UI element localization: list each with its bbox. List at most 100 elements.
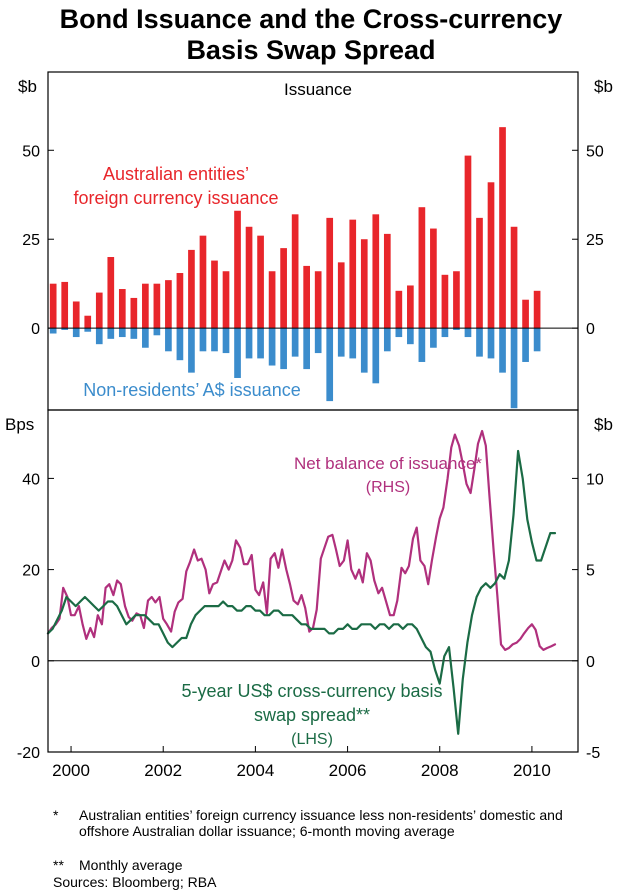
top-right-tick-label: 0	[586, 321, 595, 338]
bottom-left-tick-label: 0	[31, 654, 40, 671]
sources-note: Sources: Bloomberg; RBA	[53, 874, 217, 890]
foreign-issuance-bar	[234, 210, 241, 329]
nonresident-issuance-bar	[188, 328, 195, 373]
nonresident-issuance-bar	[360, 328, 368, 373]
bottom-left-tick-label: -20	[17, 745, 40, 762]
foreign-issuance-bar	[280, 248, 287, 329]
issuance-bars-group: 0 0 25 25 50 50 $b $b Issuance Australian entitie…	[18, 77, 613, 409]
nonresident-issuance-bar	[49, 328, 57, 334]
footnote-1-text: Australian entities’ foreign currency is…	[79, 807, 563, 839]
nonresident-issuance-bar	[61, 328, 69, 330]
foreign-issuance-bar	[49, 283, 57, 329]
nonresident-issuance-bar	[234, 328, 241, 378]
nonresident-issuance-bar	[533, 328, 541, 352]
foreign-issuance-bar	[360, 239, 368, 329]
foreign-issuance-bar	[407, 285, 414, 329]
foreign-issuance-bar	[533, 290, 541, 329]
top-left-tick-label: 0	[31, 321, 40, 338]
x-tick-label: 2008	[421, 761, 459, 780]
foreign-issuance-bar	[95, 292, 103, 329]
foreign-issuance-bar	[211, 260, 218, 329]
net-balance-label-line2: (RHS)	[366, 479, 410, 496]
foreign-issuance-bar	[130, 297, 138, 329]
nonresident-issuance-bar	[499, 328, 506, 373]
chart-title-line2: Basis Swap Spread	[186, 35, 436, 65]
top-panel-frame	[47, 71, 579, 411]
nonresident-issuance-bar	[211, 328, 218, 352]
bottom-panel-frame	[47, 409, 579, 753]
top-left-unit-label: $b	[18, 77, 37, 96]
nonresident-issuance-bar	[487, 328, 495, 359]
footnote-2-marker: **	[53, 857, 64, 873]
foreign-issuance-label-line2: foreign currency issuance	[73, 188, 278, 208]
x-tick-label: 2006	[329, 761, 367, 780]
nonresident-issuance-bar	[118, 328, 126, 338]
nonresident-issuance-bar	[153, 328, 161, 336]
nonresident-issuance-bar	[430, 328, 437, 348]
bottom-right-tick-label: 0	[586, 654, 595, 671]
issuance-panel-title: Issuance	[284, 80, 352, 99]
bottom-right-unit-label: $b	[594, 415, 613, 434]
footnote-2-text: Monthly average	[79, 857, 183, 873]
foreign-issuance-bar	[72, 301, 80, 329]
nonresident-issuance-bar	[326, 328, 334, 402]
foreign-issuance-bar	[383, 233, 391, 329]
nonresident-issuance-bar	[372, 328, 380, 384]
nonresident-issuance-bar	[291, 328, 299, 357]
nonresident-issuance-bar	[510, 328, 518, 409]
foreign-issuance-bar	[349, 219, 357, 329]
nonresident-issuance-bar	[383, 328, 391, 352]
foreign-issuance-bar	[476, 217, 483, 329]
footnote-1-marker: *	[53, 807, 59, 823]
chart-frames	[47, 71, 579, 753]
nonresident-issuance-bar	[418, 328, 426, 362]
swap-spread-label-line3: (LHS)	[291, 731, 333, 748]
foreign-issuance-bar	[84, 315, 92, 329]
foreign-issuance-bar	[291, 214, 299, 329]
top-left-tick-label: 50	[22, 143, 40, 160]
nonresident-issuance-bar	[107, 328, 115, 339]
x-tick-label: 2002	[144, 761, 182, 780]
foreign-issuance-bar	[499, 127, 506, 329]
nonresident-issuance-bar	[280, 328, 287, 370]
x-tick-label: 2004	[236, 761, 274, 780]
foreign-issuance-bar	[222, 271, 230, 329]
bottom-right-tick-label: 5	[586, 563, 595, 580]
nonresident-issuance-bar	[245, 328, 253, 359]
foreign-issuance-label-line1: Australian entities’	[103, 164, 249, 184]
foreign-issuance-bar	[153, 283, 161, 329]
foreign-issuance-bar	[199, 235, 207, 329]
foreign-issuance-bar	[337, 262, 345, 329]
nonresident-issuance-bar	[314, 328, 322, 354]
nonresident-issuance-bar	[407, 328, 414, 345]
foreign-issuance-bar	[441, 274, 449, 329]
foreign-issuance-bar	[188, 249, 195, 329]
net-balance-label-line1: Net balance of issuance*	[294, 454, 482, 473]
top-right-tick-label: 50	[586, 143, 604, 160]
nonresident-issuance-bar	[257, 328, 264, 359]
foreign-issuance-bar	[464, 155, 472, 329]
nonresident-issuance-bar	[95, 328, 103, 345]
foreign-issuance-bar	[418, 207, 426, 329]
foreign-issuance-bar	[314, 271, 322, 329]
chart-title-line1: Bond Issuance and the Cross-currency	[59, 4, 563, 34]
nonresident-issuance-bar	[199, 328, 207, 352]
nonresident-issuance-bar	[337, 328, 345, 357]
foreign-issuance-bar	[395, 290, 403, 329]
nonresident-issuance-bar	[142, 328, 149, 348]
spread-lines-group: -20 0 20 40 -5 0 5 10 2000 2002 2004 2006 2008 2010 Bp…	[5, 415, 613, 780]
swap-spread-line	[46, 449, 557, 735]
bottom-left-tick-label: 20	[22, 563, 40, 580]
top-right-unit-label: $b	[594, 77, 613, 96]
bottom-left-unit-label: Bps	[5, 415, 34, 434]
x-tick-label: 2010	[513, 761, 551, 780]
foreign-issuance-bar	[522, 299, 529, 329]
foreign-issuance-bar	[165, 280, 172, 329]
foreign-issuance-bar	[430, 228, 437, 329]
x-tick-label: 2000	[52, 761, 90, 780]
top-left-tick-label: 25	[22, 232, 40, 249]
foreign-issuance-bar	[142, 283, 149, 329]
bottom-right-tick-label: -5	[586, 745, 600, 762]
nonresident-issuance-bar	[453, 328, 460, 330]
